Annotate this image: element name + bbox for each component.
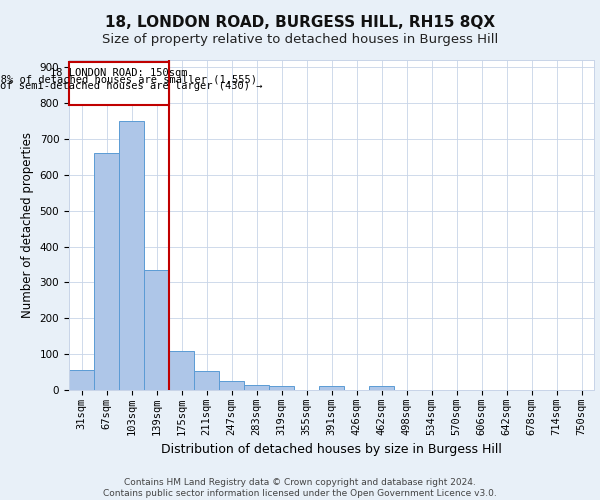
Bar <box>69 370 94 390</box>
Bar <box>194 371 219 390</box>
Text: 18 LONDON ROAD: 150sqm: 18 LONDON ROAD: 150sqm <box>50 68 188 78</box>
Text: Contains HM Land Registry data © Crown copyright and database right 2024.
Contai: Contains HM Land Registry data © Crown c… <box>103 478 497 498</box>
Bar <box>169 350 194 390</box>
Text: 18, LONDON ROAD, BURGESS HILL, RH15 8QX: 18, LONDON ROAD, BURGESS HILL, RH15 8QX <box>105 15 495 30</box>
Bar <box>219 381 244 390</box>
Text: ← 78% of detached houses are smaller (1,555): ← 78% of detached houses are smaller (1,… <box>0 74 257 85</box>
Text: 22% of semi-detached houses are larger (430) →: 22% of semi-detached houses are larger (… <box>0 81 263 91</box>
Bar <box>319 386 344 390</box>
Bar <box>369 386 394 390</box>
Bar <box>94 154 119 390</box>
Bar <box>144 270 169 390</box>
Bar <box>119 121 144 390</box>
Y-axis label: Number of detached properties: Number of detached properties <box>21 132 34 318</box>
X-axis label: Distribution of detached houses by size in Burgess Hill: Distribution of detached houses by size … <box>161 444 502 456</box>
Text: Size of property relative to detached houses in Burgess Hill: Size of property relative to detached ho… <box>102 32 498 46</box>
Bar <box>269 386 294 390</box>
Bar <box>69 62 169 105</box>
Bar <box>244 384 269 390</box>
